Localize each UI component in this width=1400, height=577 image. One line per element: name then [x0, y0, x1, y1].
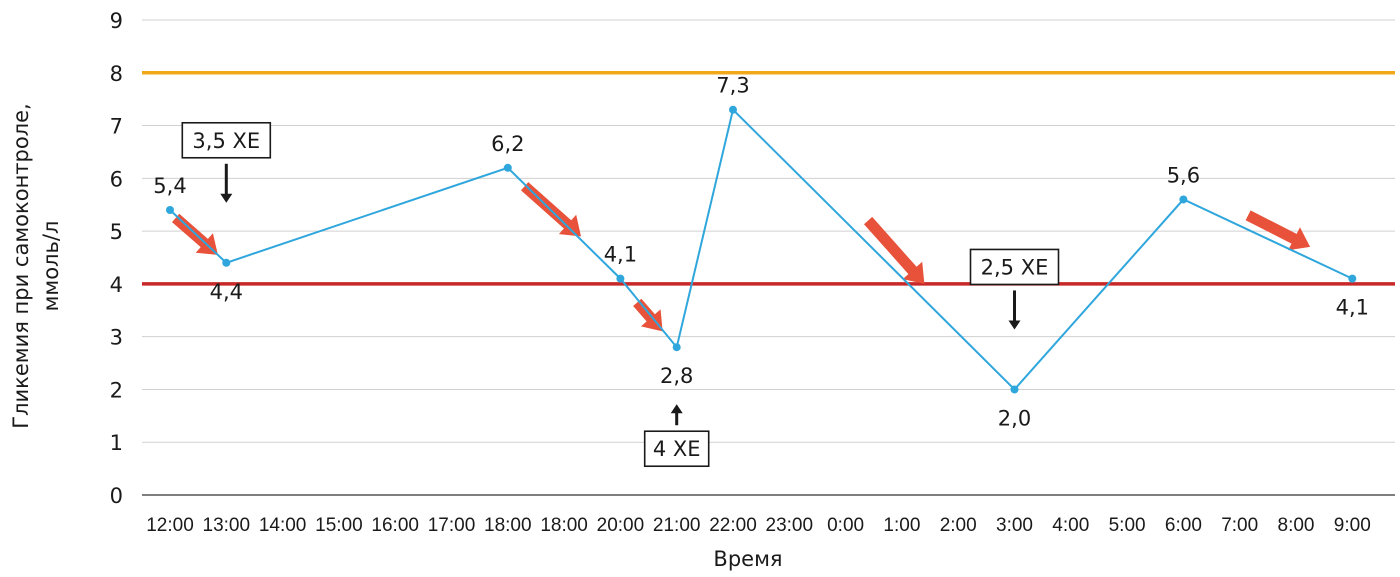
x-tick-label: 3:00: [996, 515, 1033, 536]
series-line: [166, 105, 1357, 394]
x-axis-title: Время: [713, 547, 782, 571]
data-labels: 5,4 4,4 6,2 4,1 2,8 7,3 2,0 5,6 4,1: [153, 74, 1369, 431]
x-tick-label: 5:00: [1109, 515, 1146, 536]
y-axis-title-line-1: Гликемия при самоконтроле,: [9, 103, 33, 428]
annotation-box: [969, 248, 1060, 286]
x-tick-label: 15:00: [315, 515, 363, 536]
x-tick-label: 7:00: [1221, 515, 1258, 536]
data-point: [1010, 385, 1019, 394]
x-tick-label: 23:00: [766, 515, 814, 536]
annotation-label: 4 ХЕ: [653, 437, 701, 461]
annotation-label: 3,5 ХЕ: [192, 129, 260, 153]
y-tick-label: 9: [110, 9, 123, 33]
x-tick-label: 9:00: [1334, 515, 1371, 536]
y-tick-label: 5: [110, 220, 123, 244]
data-label: 5,6: [1167, 163, 1200, 187]
annotation-arrow-head: [670, 404, 683, 414]
data-label: 6,2: [491, 132, 524, 156]
data-label: 4,1: [604, 243, 637, 267]
trend-arrows: [172, 182, 1311, 332]
annotations: 3,5 ХЕ 4 ХЕ 2,5 ХЕ: [181, 121, 1060, 468]
x-tick-label: 1:00: [883, 515, 920, 536]
y-axis-title-line-2: ммоль/л: [39, 221, 63, 312]
y-tick-label: 0: [110, 484, 123, 508]
trend-arrow: [633, 298, 663, 332]
data-label: 7,3: [716, 74, 749, 98]
x-tick-label: 18:00: [540, 515, 588, 536]
annotation-arrow-head: [1008, 320, 1021, 330]
x-tick-label: 21:00: [653, 515, 701, 536]
data-point: [616, 274, 625, 283]
x-tick-label: 2:00: [940, 515, 977, 536]
data-point: [1348, 274, 1357, 283]
x-tick-label: 4:00: [1052, 515, 1089, 536]
data-point: [222, 258, 231, 267]
data-point: [503, 163, 512, 172]
trend-arrow: [1245, 210, 1311, 251]
y-tick-label: 6: [110, 167, 123, 191]
x-tick-label: 12:00: [146, 515, 194, 536]
y-tick-label: 7: [110, 115, 123, 139]
x-tick-label: 6:00: [1165, 515, 1202, 536]
x-tick-label: 22:00: [709, 515, 757, 536]
y-tick-label: 2: [110, 378, 123, 402]
data-label: 5,4: [153, 174, 186, 198]
data-label: 4,1: [1336, 296, 1369, 320]
y-tick-label: 8: [110, 62, 123, 86]
y-tick-label: 4: [110, 273, 123, 297]
data-point: [672, 343, 681, 352]
data-label: 2,0: [998, 406, 1031, 430]
series-polyline: [169, 107, 1353, 391]
x-tick-label: 18:00: [484, 515, 532, 536]
annotation-label: 2,5 ХЕ: [981, 255, 1049, 279]
reference-lines: [142, 71, 1395, 286]
data-point: [166, 206, 174, 214]
grid-lines: [142, 19, 1395, 443]
trend-arrow: [864, 216, 925, 284]
annotation-box: [181, 121, 272, 159]
annotation-box: [643, 430, 710, 468]
x-tick-label: 17:00: [428, 515, 476, 536]
data-label: 2,8: [660, 364, 693, 388]
annotation-arrow-head: [220, 193, 233, 203]
x-tick-label: 8:00: [1278, 515, 1315, 536]
x-tick-label: 13:00: [203, 515, 251, 536]
x-tick-label: 0:00: [827, 515, 864, 536]
y-tick-label: 1: [110, 431, 123, 455]
x-tick-label: 20:00: [597, 515, 645, 536]
y-tick-label: 3: [110, 326, 123, 350]
x-tick-label: 14:00: [259, 515, 307, 536]
data-point: [1179, 195, 1188, 204]
axes: 0 1 2 3 4 5 6 7 8 9 12:00 13:00 14:00 15:00 16:00 17:00…: [110, 9, 1395, 536]
x-tick-label: 16:00: [371, 515, 419, 536]
data-point: [729, 105, 737, 114]
data-label: 4,4: [210, 280, 243, 304]
